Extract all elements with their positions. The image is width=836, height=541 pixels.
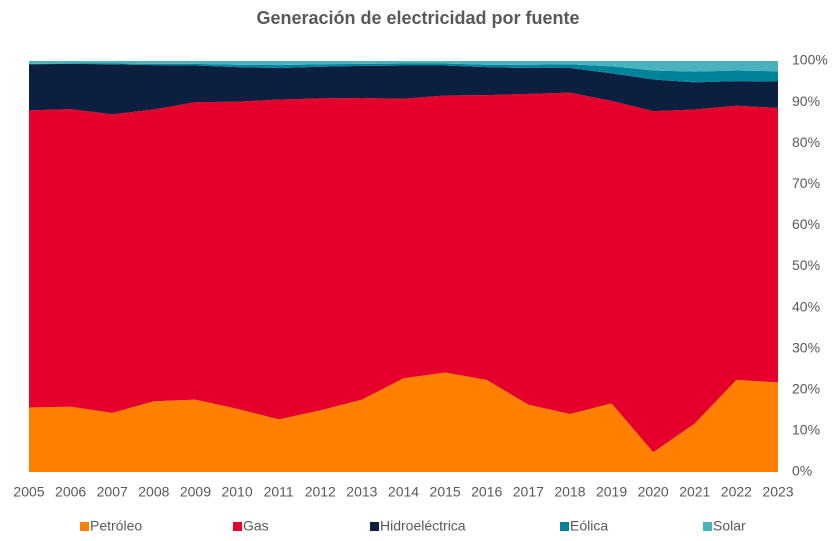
y-tick-label: 90% xyxy=(792,93,820,109)
x-tick-label: 2007 xyxy=(97,484,128,500)
x-tick-label: 2006 xyxy=(55,484,86,500)
x-tick-label: 2014 xyxy=(388,484,419,500)
x-tick-label: 2013 xyxy=(346,484,377,500)
legend-label: Solar xyxy=(713,518,746,534)
x-tick-label: 2020 xyxy=(638,484,669,500)
y-tick-label: 0% xyxy=(792,463,812,479)
legend-swatch xyxy=(370,522,379,531)
x-tick-label: 2015 xyxy=(430,484,461,500)
area xyxy=(29,92,778,453)
y-tick-label: 100% xyxy=(792,52,828,68)
y-tick-label: 30% xyxy=(792,339,820,355)
y-tick-label: 10% xyxy=(792,422,820,438)
area xyxy=(29,63,778,115)
area xyxy=(29,61,778,72)
area xyxy=(29,372,778,472)
x-tick-label: 2022 xyxy=(721,484,752,500)
y-tick-label: 20% xyxy=(792,381,820,397)
x-tick-label: 2005 xyxy=(13,484,44,500)
chart-title: Generación de electricidad por fuente xyxy=(256,8,579,28)
x-tick-label: 2012 xyxy=(305,484,336,500)
legend-label: Petróleo xyxy=(90,518,142,534)
legend-swatch xyxy=(703,522,712,531)
x-tick-label: 2016 xyxy=(471,484,502,500)
x-tick-label: 2023 xyxy=(762,484,793,500)
x-tick-label: 2010 xyxy=(221,484,252,500)
y-tick-label: 40% xyxy=(792,298,820,314)
x-tick-label: 2011 xyxy=(264,484,294,500)
x-tick-label: 2017 xyxy=(513,484,544,500)
legend-swatch xyxy=(233,522,242,531)
legend-swatch xyxy=(560,522,569,531)
y-tick-label: 80% xyxy=(792,134,820,150)
y-tick-label: 70% xyxy=(792,175,820,191)
x-tick-label: 2018 xyxy=(554,484,585,500)
legend-label: Hidroeléctrica xyxy=(380,518,466,534)
y-tick-label: 60% xyxy=(792,216,820,232)
legend-label: Eólica xyxy=(570,518,608,534)
legend-label: Gas xyxy=(243,518,269,534)
x-tick-label: 2008 xyxy=(138,484,169,500)
y-tick-label: 50% xyxy=(792,257,820,273)
x-tick-label: 2021 xyxy=(679,484,710,500)
area xyxy=(29,63,778,83)
x-tick-label: 2009 xyxy=(180,484,211,500)
legend-swatch xyxy=(80,522,89,531)
x-tick-label: 2019 xyxy=(596,484,627,500)
